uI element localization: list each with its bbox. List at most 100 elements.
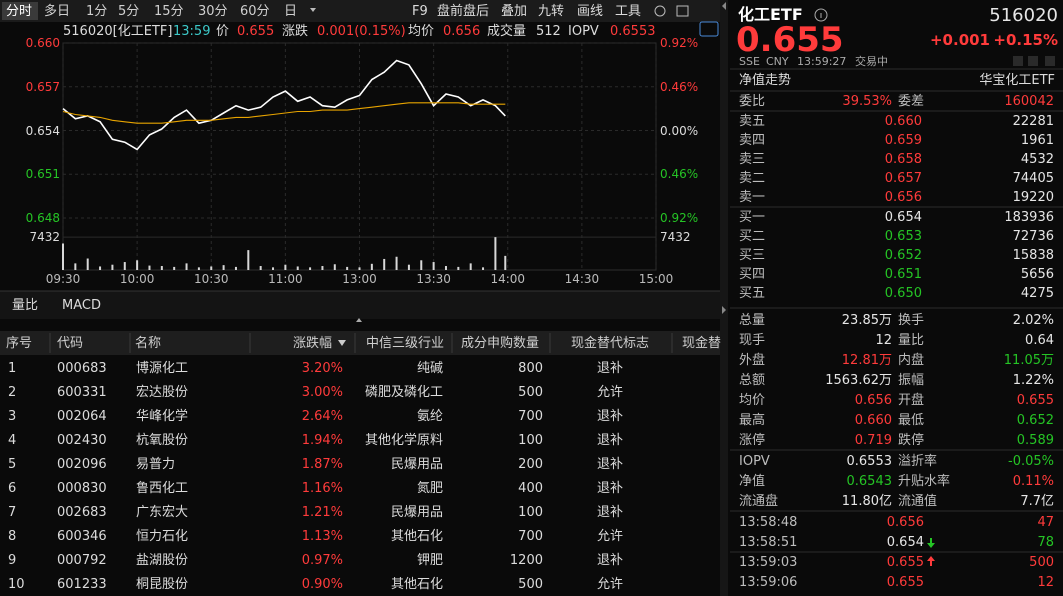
period-tab[interactable]: 日	[284, 3, 298, 19]
table-cell: 700	[518, 528, 543, 544]
sub-tab[interactable]: 量比	[12, 297, 39, 313]
volume-bar	[259, 266, 262, 270]
splitter[interactable]	[720, 0, 728, 596]
stats-cell: 1563.62万	[825, 372, 892, 388]
table-cell: 允许	[596, 576, 624, 592]
nav-tab[interactable]: 净值走势	[739, 72, 792, 88]
column-header[interactable]: 涨跌幅	[292, 335, 332, 351]
field-label: IOPV	[568, 23, 599, 39]
period-tab[interactable]: 1分	[86, 3, 108, 19]
table-cell: 其他石化	[390, 576, 443, 592]
stats-cell: 23.85万	[841, 312, 892, 328]
nav-cell: 0.11%	[1012, 473, 1054, 489]
nav-cell: 溢折率	[898, 453, 938, 469]
tool-button[interactable]: F9	[412, 3, 428, 19]
table-cell: 1.21%	[301, 504, 343, 520]
window-icon[interactable]	[676, 5, 689, 17]
meta-info: 13:59:27	[797, 54, 847, 68]
volume-bar	[482, 267, 485, 270]
asks-cell: 卖四	[739, 132, 766, 148]
table-cell: 磷肥及磷化工	[364, 384, 443, 400]
collapse-arrow[interactable]	[722, 2, 726, 10]
bids-cell: 买四	[739, 266, 766, 282]
field-value: 512	[536, 23, 561, 39]
table-cell: 8	[8, 528, 17, 544]
stats-cell: 总量	[739, 312, 766, 328]
column-header[interactable]: 中信三级行业	[365, 335, 445, 351]
trades-cell: 13:59:06	[739, 574, 798, 590]
field-label: 价	[216, 23, 230, 39]
column-header[interactable]: 名称	[135, 335, 162, 351]
tool-button[interactable]: 盘前盘后	[437, 3, 490, 19]
period-tab[interactable]: 15分	[154, 3, 184, 19]
trades-cell: 500	[1029, 554, 1054, 570]
period-tab[interactable]: 60分	[240, 3, 270, 19]
period-tab[interactable]: 5分	[118, 3, 140, 19]
x-tick-label: 13:00	[342, 272, 377, 286]
info-icon[interactable]	[814, 8, 828, 22]
table-cell: 000792	[57, 552, 107, 568]
bids-cell: 15838	[1012, 247, 1054, 263]
period-tab[interactable]: 分时	[6, 3, 33, 19]
asks-cell: 22281	[1012, 113, 1054, 129]
stats-cell: 换手	[898, 312, 925, 328]
table-cell: 100	[518, 432, 543, 448]
volume-bar	[321, 266, 324, 270]
period-tab[interactable]: 30分	[198, 3, 228, 19]
volume-bar	[370, 263, 373, 270]
committee-cell: 160042	[1004, 93, 1054, 109]
table-cell: 退补	[596, 456, 624, 472]
tool-button[interactable]: 叠加	[501, 3, 528, 19]
wp-badge[interactable]	[699, 21, 719, 37]
tool-button[interactable]: 九转	[538, 3, 565, 19]
volume-bar	[296, 266, 299, 270]
x-tick-label: 15:00	[638, 272, 674, 286]
table-cell: 桐昆股份	[136, 576, 189, 592]
table-cell: 100	[518, 504, 543, 520]
trades-cell: 0.655	[886, 554, 924, 570]
table-cell: 博源化工	[136, 360, 189, 376]
stats-cell: 0.589	[1016, 432, 1054, 448]
meta-info: CNY	[766, 54, 789, 68]
expand-arrow[interactable]	[722, 306, 726, 314]
edit-icon[interactable]	[1013, 56, 1023, 66]
column-header[interactable]: 序号	[6, 335, 33, 351]
sub-tab[interactable]: MACD	[62, 297, 101, 313]
toolbar-bg	[0, 0, 720, 22]
column-header[interactable]: 成分申购数量	[460, 335, 540, 351]
column-header[interactable]: 代码	[57, 335, 84, 351]
stats-cell: 1.22%	[1012, 372, 1054, 388]
volume-bar	[173, 266, 176, 270]
settings-icon[interactable]	[654, 5, 666, 17]
trade-arrow-head	[927, 543, 935, 548]
committee-cell: 委比	[739, 93, 766, 109]
committee-cell: 委差	[898, 93, 925, 109]
dropdown-icon[interactable]	[310, 8, 316, 12]
table-cell: 7	[8, 504, 17, 520]
volume-bar	[494, 237, 497, 270]
asks-cell: 0.657	[884, 170, 922, 186]
table-cell: 10	[8, 576, 25, 592]
x-tick-label: 09:30	[45, 272, 81, 286]
table-cell: 2.64%	[301, 408, 343, 424]
add-icon[interactable]	[1045, 56, 1055, 66]
tool-button[interactable]: 工具	[615, 3, 642, 19]
table-cell: 恒力石化	[136, 528, 189, 544]
edit-icon[interactable]	[1028, 56, 1038, 66]
table-cell: 800	[518, 360, 543, 376]
column-header[interactable]: 现金替代标志	[570, 335, 650, 351]
asks-cell: 1961	[1020, 132, 1054, 148]
period-tab[interactable]: 多日	[44, 3, 71, 19]
table-cell: 3	[8, 408, 17, 424]
column-header[interactable]: 现金替	[682, 335, 722, 351]
stats-cell: 0.64	[1025, 332, 1054, 348]
trades-cell: 13:59:03	[739, 554, 798, 570]
x-tick-label: 14:00	[490, 272, 526, 286]
stats-cell: 开盘	[898, 392, 925, 408]
table-cell: 400	[518, 480, 543, 496]
asks-cell: 74405	[1012, 170, 1054, 186]
asks-cell: 0.659	[884, 132, 922, 148]
y-tick-label: 0.654	[25, 123, 60, 138]
tool-button[interactable]: 画线	[577, 3, 604, 19]
